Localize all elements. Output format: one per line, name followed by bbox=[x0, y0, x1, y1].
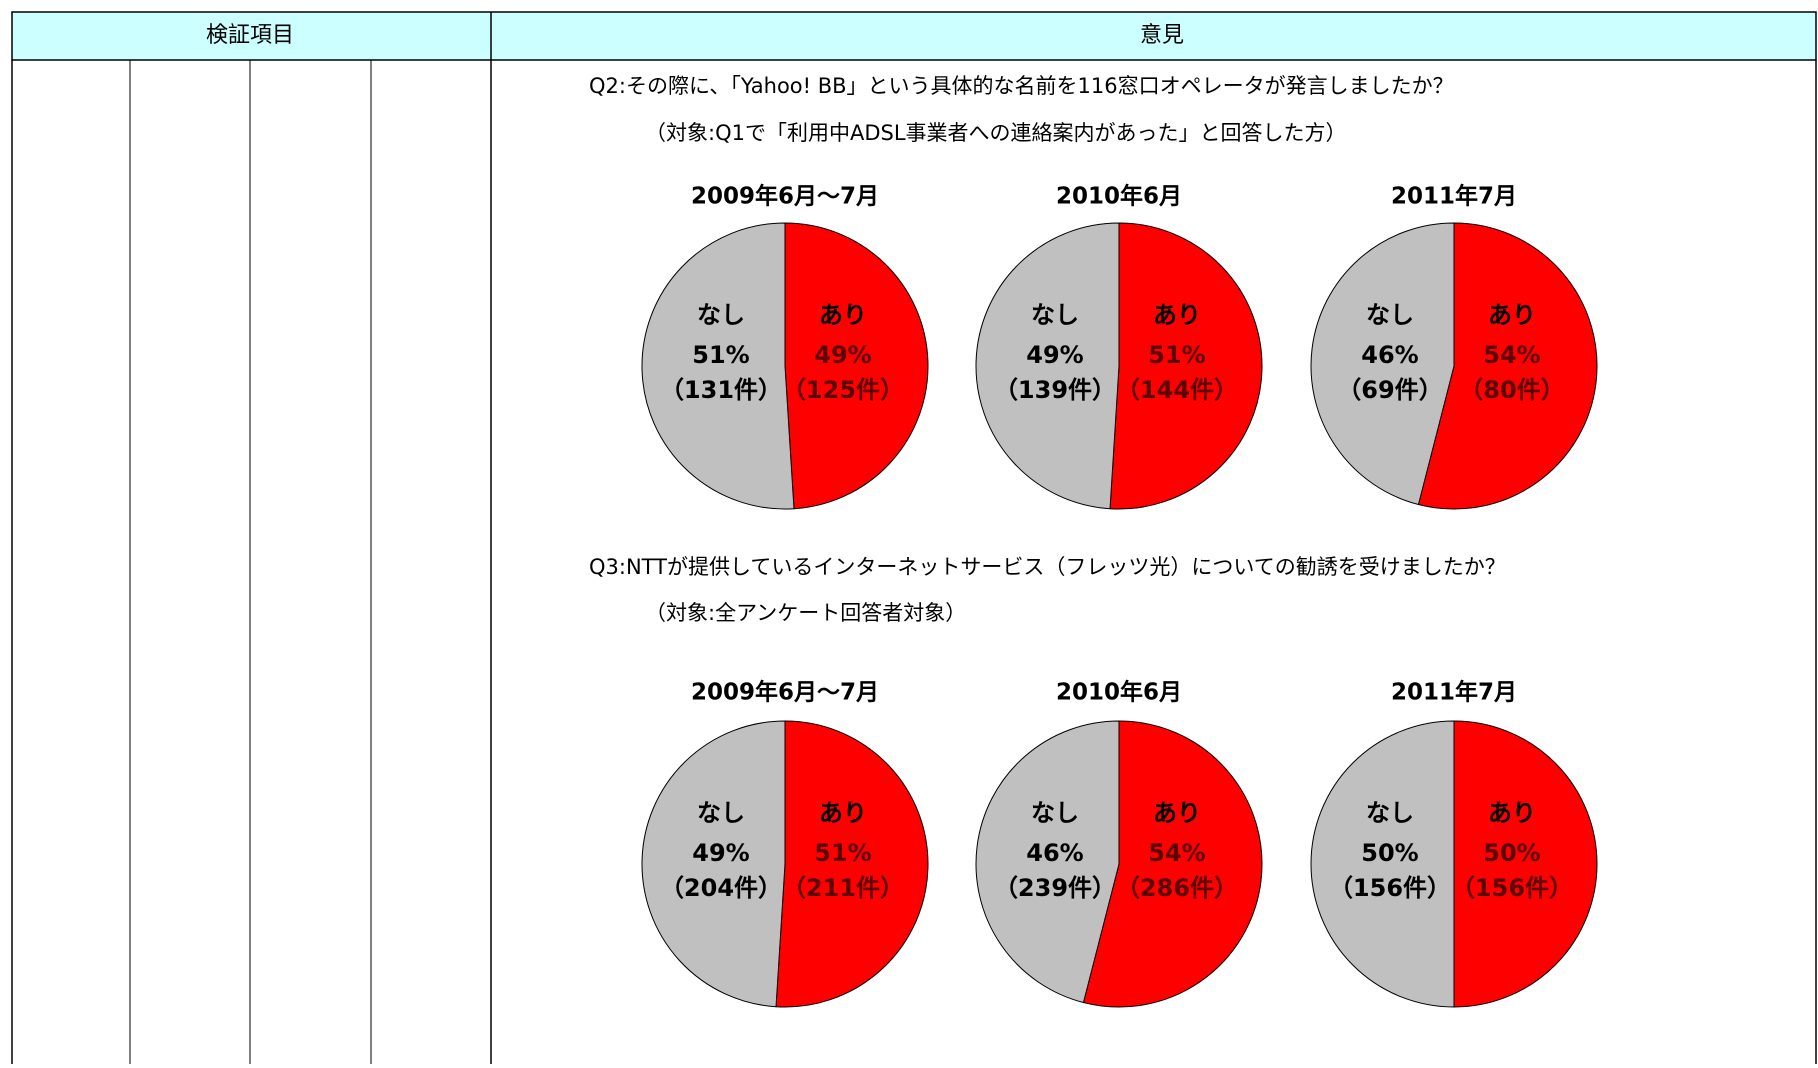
percent-label: 54% bbox=[1148, 839, 1205, 867]
pie-slice bbox=[1109, 222, 1263, 510]
percent-label: 49% bbox=[692, 839, 749, 867]
percent-label: 51% bbox=[1148, 341, 1205, 369]
count-label: （204件） bbox=[660, 874, 782, 902]
chart-title: 2010年6月 bbox=[1056, 183, 1182, 210]
count-label: （211件） bbox=[782, 874, 904, 902]
pie-slice bbox=[975, 720, 1120, 1004]
pie-slice bbox=[784, 222, 929, 510]
percent-label: 50% bbox=[1483, 839, 1540, 867]
target: （対象:全アンケート回答者対象） bbox=[645, 601, 966, 625]
slice-label: あり bbox=[1153, 301, 1201, 329]
slice-label: あり bbox=[1488, 301, 1536, 329]
count-label: （286件） bbox=[1116, 874, 1238, 902]
pie-slice bbox=[775, 720, 929, 1008]
header-row bbox=[11, 11, 1817, 61]
slice-label: なし bbox=[1031, 799, 1079, 827]
count-label: （80件） bbox=[1459, 376, 1564, 404]
chart-title: 2011年7月 bbox=[1391, 183, 1517, 210]
slice-label: あり bbox=[819, 799, 867, 827]
slice-label: あり bbox=[1488, 799, 1536, 827]
percent-label: 46% bbox=[1026, 839, 1083, 867]
pie-slice bbox=[1417, 222, 1598, 510]
slice-label: あり bbox=[819, 301, 867, 329]
count-label: （69件） bbox=[1337, 376, 1442, 404]
header-cell: 意見 bbox=[1140, 23, 1184, 48]
percent-label: 46% bbox=[1361, 341, 1418, 369]
percent-label: 49% bbox=[1026, 341, 1083, 369]
question: Q3:NTTが提供しているインターネットサービス（フレッツ光）についての勧誘を受… bbox=[589, 555, 1506, 579]
question: Q2:その際に、「Yahoo! BB」という具体的な名前を116窓口オペレータが… bbox=[589, 74, 1454, 98]
percent-label: 51% bbox=[692, 341, 749, 369]
pie-slice bbox=[641, 720, 786, 1008]
pie-slice bbox=[1082, 720, 1263, 1008]
count-label: （139件） bbox=[994, 376, 1116, 404]
slice-label: あり bbox=[1153, 799, 1201, 827]
pie-slice bbox=[1453, 720, 1598, 1008]
count-label: （144件） bbox=[1116, 376, 1238, 404]
chart-title: 2011年7月 bbox=[1391, 679, 1517, 706]
chart-title: 2009年6月～7月 bbox=[691, 183, 879, 210]
pie-slice bbox=[1310, 222, 1455, 506]
count-label: （125件） bbox=[782, 376, 904, 404]
percent-label: 50% bbox=[1361, 839, 1418, 867]
slice-label: なし bbox=[697, 301, 745, 329]
percent-label: 51% bbox=[814, 839, 871, 867]
count-label: （156件） bbox=[1329, 874, 1451, 902]
pie-slice bbox=[975, 222, 1120, 510]
slice-label: なし bbox=[1366, 301, 1414, 329]
count-label: （131件） bbox=[660, 376, 782, 404]
slice-label: なし bbox=[697, 799, 745, 827]
chart-title: 2010年6月 bbox=[1056, 679, 1182, 706]
pie-slice bbox=[1310, 720, 1455, 1008]
percent-label: 54% bbox=[1483, 341, 1540, 369]
slice-label: なし bbox=[1031, 301, 1079, 329]
percent-label: 49% bbox=[814, 341, 871, 369]
pie-slice bbox=[641, 222, 795, 510]
header-cell: 検証項目 bbox=[206, 23, 294, 48]
target: （対象:Q1で「利用中ADSL事業者への連絡案内があった」と回答した方） bbox=[645, 121, 1347, 145]
count-label: （239件） bbox=[994, 874, 1116, 902]
slice-label: なし bbox=[1366, 799, 1414, 827]
chart-title: 2009年6月～7月 bbox=[691, 679, 879, 706]
count-label: （156件） bbox=[1451, 874, 1573, 902]
